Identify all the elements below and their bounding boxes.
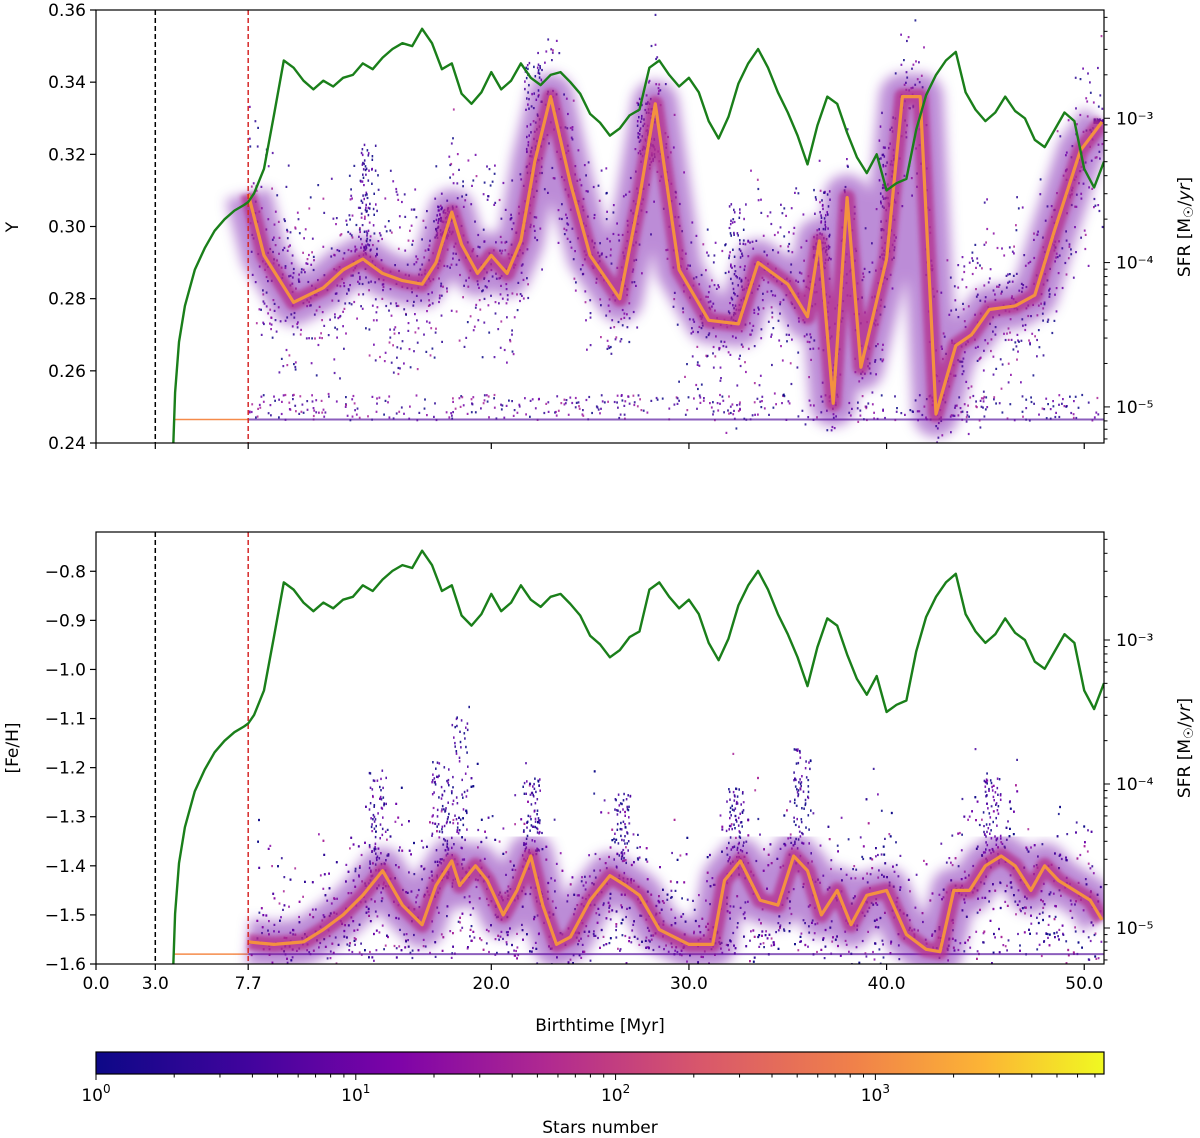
top-density-ridge — [246, 94, 1104, 416]
bottom-y-axis-label: [Fe/H] — [3, 722, 23, 773]
colorbar-gradient — [96, 1052, 1104, 1074]
top-panel: 0.240.260.280.300.320.340.36 10⁻⁵10⁻⁴10⁻… — [3, 1, 1197, 454]
top-y2-axis-label: SFR [M☉/yr] — [1175, 177, 1197, 277]
bottom-y-tick-label: −1.1 — [45, 710, 86, 730]
bottom-y-tick-label: −1.3 — [45, 808, 86, 828]
bottom-x-ticks: 0.0 3.0 7.7 20.0 30.0 40.0 50.0 — [82, 964, 1103, 994]
colorbar-tick-label: 100 — [81, 1082, 110, 1106]
bottom-y-tick-label: −1.2 — [45, 759, 86, 779]
colorbar: 100 101 102 103 Stars number — [81, 1051, 1105, 1138]
top-y-tick-label: 0.36 — [48, 1, 86, 21]
bottom-y2-tick-label: 10⁻⁵ — [1116, 919, 1153, 939]
bottom-y-tick-label: −1.4 — [45, 857, 86, 877]
bottom-y-tick-label: −1.0 — [45, 660, 86, 680]
bottom-axes-frame — [95, 531, 1105, 965]
top-vlines — [154, 10, 249, 443]
top-y2-tick-label: 10⁻⁵ — [1116, 398, 1153, 418]
x-tick-label: 20.0 — [472, 974, 510, 994]
top-y2-ticks: 10⁻⁵ 10⁻⁴ 10⁻³ — [1104, 16, 1154, 440]
x-tick-label: 40.0 — [868, 974, 906, 994]
bottom-y-tick-label: −1.6 — [45, 955, 86, 975]
bottom-y-tick-label: −1.5 — [45, 906, 86, 926]
bottom-y2-tick-label: 10⁻³ — [1116, 631, 1153, 651]
bottom-sfr-series — [172, 549, 1104, 964]
x-tick-label: 30.0 — [670, 974, 708, 994]
top-sfr-series — [172, 27, 1104, 443]
bottom-y-ticks: −1.6 −1.5 −1.4 −1.3 −1.2 −1.1 −1.0 −0.9 −0.8 — [45, 562, 96, 975]
bottom-y-tick-label: −0.8 — [45, 562, 86, 582]
top-y2-tick-label: 10⁻³ — [1116, 109, 1153, 129]
top-heatmap — [173, 13, 1104, 443]
top-y2-tick-label: 10⁻⁴ — [1116, 254, 1154, 274]
colorbar-frame — [95, 1051, 1105, 1075]
top-y-tick-label: 0.30 — [48, 218, 86, 238]
top-y-axis-label: Y — [3, 221, 23, 233]
x-tick-label: 50.0 — [1065, 974, 1103, 994]
colorbar-ticks: 100 101 102 103 — [81, 1074, 1096, 1106]
x-tick-label: 0.0 — [82, 974, 109, 994]
top-y-ticks: 0.24 0.26 0.28 0.30 0.32 0.34 0.36 — [48, 1, 96, 454]
bottom-sfr-line — [172, 549, 1104, 964]
colorbar-tick-label: 101 — [341, 1082, 370, 1106]
top-y-tick-label: 0.24 — [48, 434, 86, 454]
x-axis-label: Birthtime [Myr] — [535, 1016, 665, 1036]
top-y-tick-label: 0.28 — [48, 290, 86, 310]
top-y-tick-label: 0.32 — [48, 145, 86, 165]
colorbar-tick-label: 103 — [861, 1082, 890, 1106]
colorbar-tick-label: 102 — [601, 1082, 630, 1106]
bottom-y2-ticks: 10⁻⁵ 10⁻⁴ 10⁻³ — [1104, 538, 1154, 961]
bottom-y2-axis-label: SFR [M☉/yr] — [1175, 698, 1197, 798]
x-tick-label: 7.7 — [235, 974, 262, 994]
top-sfr-line — [172, 27, 1104, 443]
x-tick-label: 3.0 — [142, 974, 169, 994]
colorbar-label: Stars number — [542, 1118, 657, 1138]
bottom-y2-tick-label: 10⁻⁴ — [1116, 775, 1154, 795]
bottom-density-ridge — [248, 854, 1104, 954]
top-y-tick-label: 0.26 — [48, 362, 86, 382]
top-y-tick-label: 0.34 — [48, 73, 86, 93]
bottom-y-tick-label: −0.9 — [45, 611, 86, 631]
bottom-heatmap — [173, 705, 1104, 964]
bottom-vlines — [154, 532, 249, 964]
bottom-panel: −1.6 −1.5 −1.4 −1.3 −1.2 −1.1 −1.0 −0.9 −0.8 10⁻… — [3, 531, 1197, 1036]
top-x-ticks — [95, 443, 1085, 449]
